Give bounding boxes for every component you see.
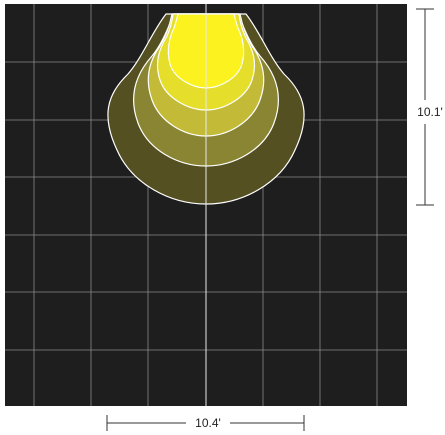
horizontal-dimension [106, 415, 305, 431]
vertical-dimension [416, 8, 434, 206]
light-contours [107, 13, 305, 205]
horizontal-dimension-label: 10.4' [195, 416, 221, 430]
vertical-dimension-label: 10.1' [417, 105, 443, 119]
